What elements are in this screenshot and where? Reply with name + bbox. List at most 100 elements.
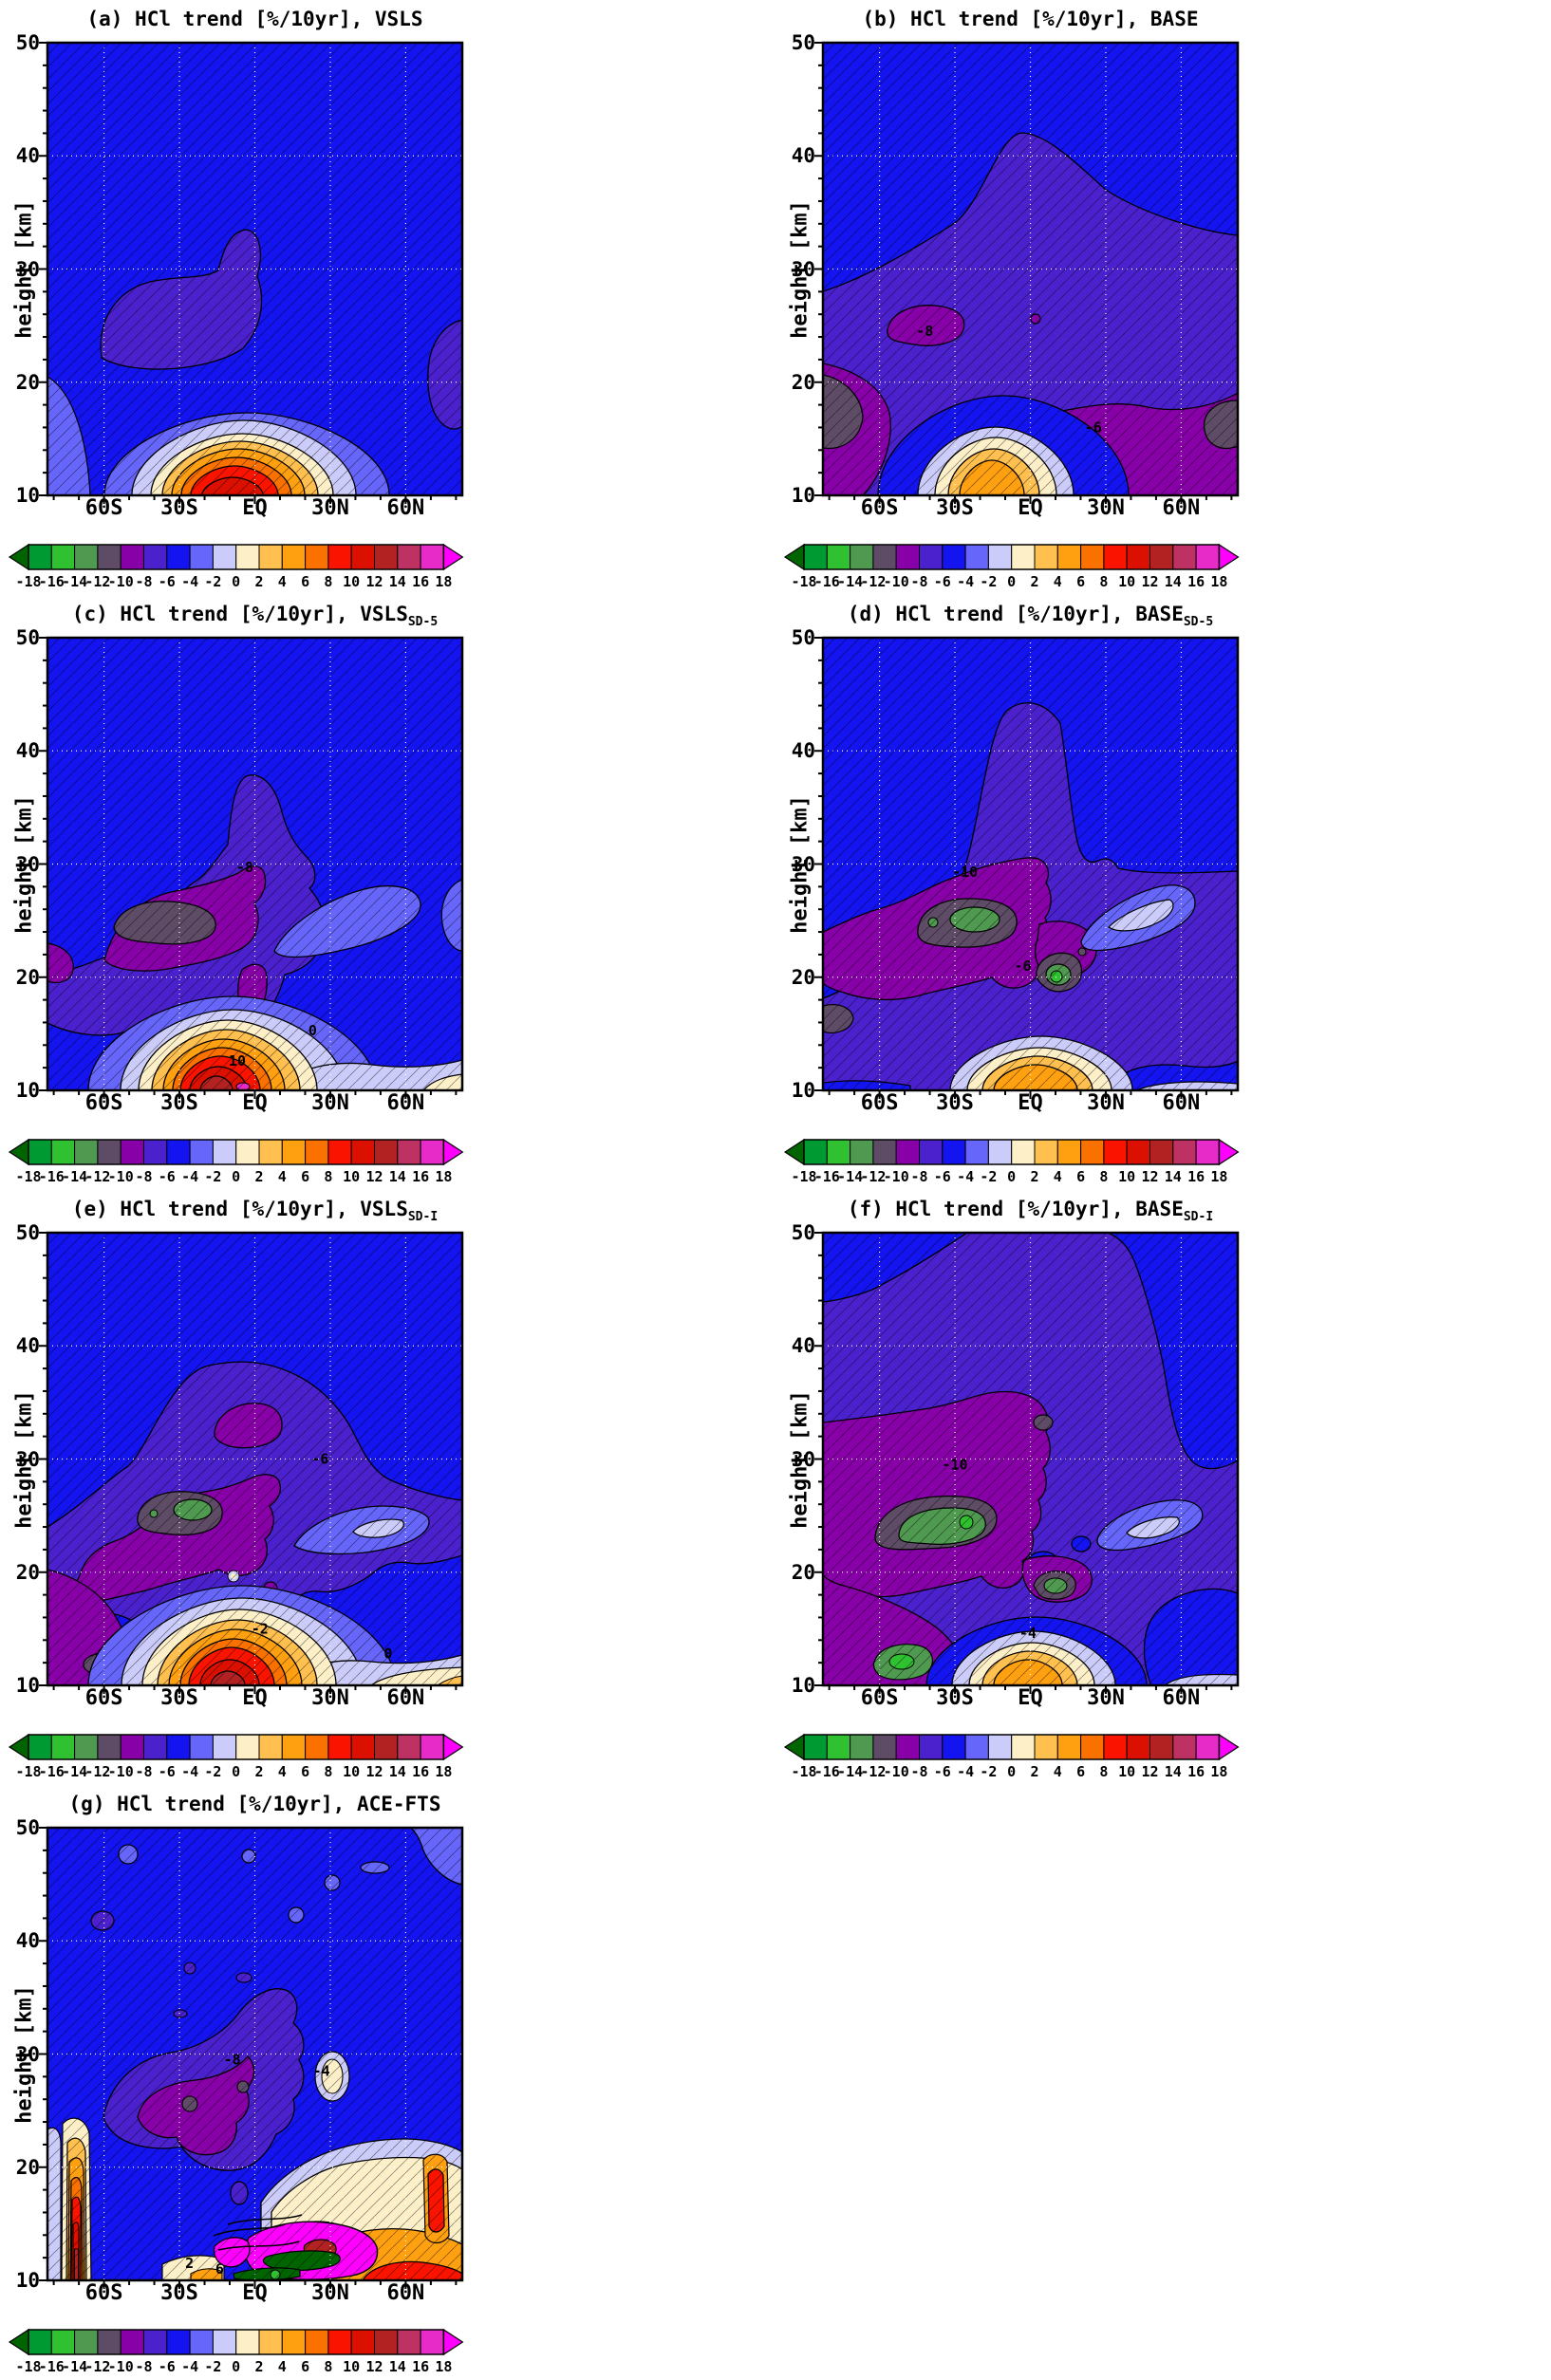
contour-label: -8 [224,2051,241,2068]
colorbar-cell [1080,544,1105,570]
contour-label: -10 [952,864,978,881]
x-tick-label: 60S [84,1091,123,1115]
colorbar-cell [1126,1734,1151,1760]
colorbar-cell [97,1139,121,1165]
colorbar-cell [826,544,851,570]
colorbar-cell [942,544,966,570]
x-tick-label: 60S [84,496,123,520]
colorbar-tick-label: 10 [343,1168,360,1185]
x-tick-label: 30N [311,496,349,520]
colorbar-cell [1011,1734,1036,1760]
colorbar-cell [420,2329,444,2355]
contour-label: -10 [942,1456,967,1473]
colorbar-b: -18-16-14-12-10 -8 -6 -4 -2 0 2 4 6 8 10 12 14 16 18 [783,543,1240,590]
colorbar-tick-label: -14 [837,573,863,590]
colorbar-cell [97,2329,121,2355]
colorbar-right-arrow [442,543,464,571]
colorbar-tick-label: 10 [1118,1763,1135,1780]
colorbar-tick-label: -10 [108,1168,134,1185]
colorbar-cell [281,1734,307,1760]
contour-label: -8 [236,859,253,876]
contour-label: -2 [252,1620,269,1637]
colorbar-right-arrow [1218,543,1240,571]
colorbar-tick-label: 0 [232,2358,240,2375]
colorbar-tick-label: 18 [435,573,452,590]
colorbar-tick-label: 10 [343,2358,360,2375]
panel-b-title: (b) HCl trend [%/10yr], BASE [862,8,1199,30]
y-tick-label: 20 [791,370,815,394]
x-tick-labels: 60S 30S EQ 30N 60N [47,496,462,525]
panel-e-title: (e) HCl trend [%/10yr], VSLSSD-I [71,1198,439,1225]
colorbar-cell [305,544,329,570]
colorbar-cell [374,2329,399,2355]
colorbar-tick-label: 10 [343,1763,360,1780]
colorbar-tick-label: 8 [324,1763,332,1780]
y-tick-labels: 50 40 30 20 10 [776,31,819,507]
colorbar-tick-label: 14 [389,1168,406,1185]
colorbar-cell [74,2329,99,2355]
colorbar-tick-label: -8 [135,573,152,590]
colorbar-cell [74,1734,99,1760]
colorbar-cell [1103,544,1128,570]
x-tick-label: 30N [1087,496,1125,520]
colorbar-tick-label: -16 [814,573,840,590]
colorbar-tick-label: -8 [910,573,927,590]
colorbar-cell [350,1139,376,1165]
y-tick-label: 50 [15,31,40,54]
colorbar-tick-label: 8 [324,2358,332,2375]
x-tick-label: 30S [160,496,198,520]
x-tick-label: 30N [311,1686,349,1710]
panel-f-title: (f) HCl trend [%/10yr], BASESD-I [847,1198,1214,1225]
colorbar-tick-label: -6 [159,2358,176,2375]
colorbar-cell [826,1734,851,1760]
colorbar-tick-label: -12 [84,573,110,590]
x-tick-label: 60N [386,1686,425,1710]
colorbar-tick-label: 6 [301,1763,309,1780]
y-tick-label: 50 [15,1816,40,1839]
colorbar-cell [28,1734,52,1760]
colorbar-cell [872,1139,897,1165]
colorbar-tick-label: 12 [365,1168,383,1185]
colorbar-cell [143,1734,168,1760]
colorbar-tick-label: 2 [254,2358,263,2375]
colorbar-cell [212,1734,237,1760]
y-tick-labels: 50 40 30 20 10 [776,626,819,1102]
y-tick-labels: 50 40 30 20 10 [0,1816,44,2292]
colorbar-tick-label: -18 [791,1168,816,1185]
colorbar-cell [850,1734,874,1760]
colorbar-cell [350,2329,376,2355]
colorbar-cell [803,1139,828,1165]
colorbar-tick-label: -14 [62,1763,87,1780]
colorbar-cell [420,1139,444,1165]
y-tick-label: 40 [791,1334,815,1358]
colorbar-cell [166,2329,191,2355]
y-tick-label: 50 [791,31,815,54]
x-tick-labels: 60S 30S EQ 30N 60N [823,1091,1238,1120]
colorbar-cell [143,544,168,570]
colorbar-cell [1149,1734,1174,1760]
colorbar-cell [235,1734,260,1760]
x-tick-label: 60S [84,2281,123,2305]
colorbar-tick-label: -16 [814,1168,840,1185]
colorbar-tick-label: 4 [1054,573,1062,590]
colorbar-tick-label: 6 [301,573,309,590]
x-tick-label: EQ [1018,1686,1043,1710]
colorbar-tick-label: 12 [365,2358,383,2375]
colorbar-tick-label: 12 [365,1763,383,1780]
colorbar-tick-label: -2 [980,573,997,590]
colorbar-tick-label: -4 [181,1763,198,1780]
colorbar-cell [397,544,421,570]
panel-g: (g) HCl trend [%/10yr], ACE-FTS height [… [0,1785,776,2380]
y-tick-label: 30 [15,257,40,281]
colorbar-cell [281,544,307,570]
colorbar-tick-label: 8 [324,1168,332,1185]
contour-plot-a [39,41,464,504]
colorbar-tick-label: 0 [1007,1168,1016,1185]
colorbar-cell [1056,1734,1082,1760]
x-tick-label: EQ [242,1686,268,1710]
colorbar-tick-label: 16 [1187,1763,1205,1780]
colorbar-tick-label: 8 [1099,1168,1108,1185]
colorbar-tick-label: 2 [1030,1168,1038,1185]
colorbar-cell [964,1734,989,1760]
colorbar-tick-label: -10 [108,573,134,590]
